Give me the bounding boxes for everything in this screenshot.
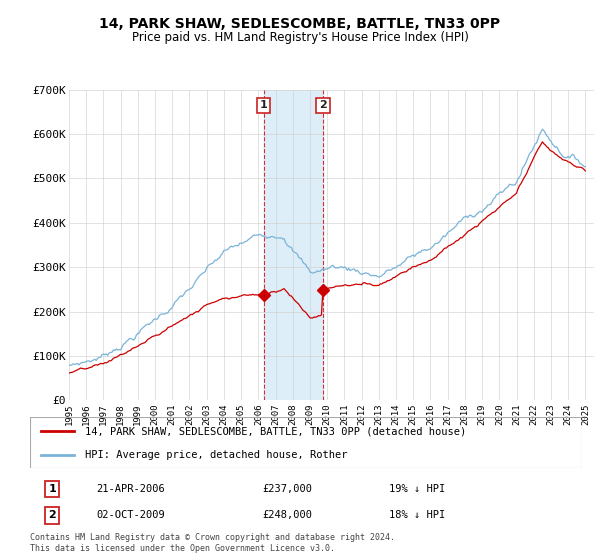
Text: 1: 1 — [48, 484, 56, 494]
Text: 21-APR-2006: 21-APR-2006 — [96, 484, 165, 494]
Text: 14, PARK SHAW, SEDLESCOMBE, BATTLE, TN33 0PP: 14, PARK SHAW, SEDLESCOMBE, BATTLE, TN33… — [100, 17, 500, 31]
Text: 14, PARK SHAW, SEDLESCOMBE, BATTLE, TN33 0PP (detached house): 14, PARK SHAW, SEDLESCOMBE, BATTLE, TN33… — [85, 426, 466, 436]
Text: 2: 2 — [319, 100, 327, 110]
Text: 2: 2 — [48, 510, 56, 520]
Text: £248,000: £248,000 — [262, 510, 312, 520]
Text: Price paid vs. HM Land Registry's House Price Index (HPI): Price paid vs. HM Land Registry's House … — [131, 31, 469, 44]
Text: £237,000: £237,000 — [262, 484, 312, 494]
Text: 19% ↓ HPI: 19% ↓ HPI — [389, 484, 445, 494]
Text: 1: 1 — [260, 100, 268, 110]
Text: HPI: Average price, detached house, Rother: HPI: Average price, detached house, Roth… — [85, 450, 348, 460]
Text: 02-OCT-2009: 02-OCT-2009 — [96, 510, 165, 520]
Bar — [263, 90, 323, 400]
Text: Contains HM Land Registry data © Crown copyright and database right 2024.
This d: Contains HM Land Registry data © Crown c… — [30, 533, 395, 553]
Text: 18% ↓ HPI: 18% ↓ HPI — [389, 510, 445, 520]
